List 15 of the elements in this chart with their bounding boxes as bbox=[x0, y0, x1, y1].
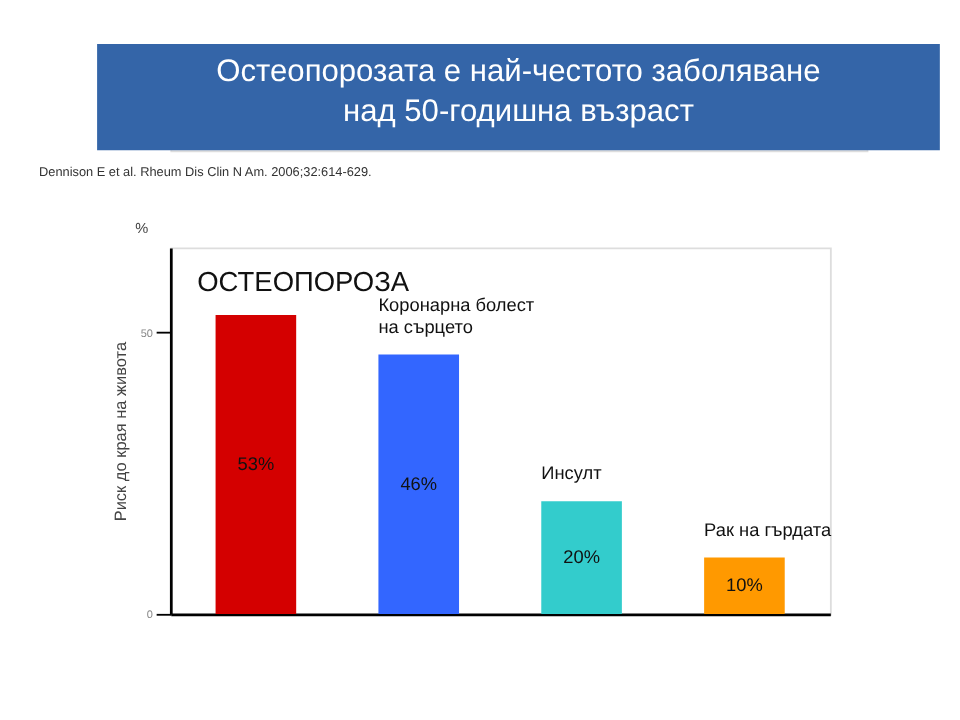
text: % bbox=[135, 218, 150, 237]
bar bbox=[704, 557, 785, 614]
x-tick-label: Рак на гърдата bbox=[704, 519, 833, 540]
bar bbox=[541, 501, 622, 614]
data-label: 20% bbox=[563, 547, 600, 568]
y-axis-title: Риск до края на живота bbox=[112, 341, 131, 522]
x-tick-label: Инсулт bbox=[541, 463, 604, 484]
bar bbox=[378, 354, 460, 614]
chart-title: Остеопорозата е най-честото заболяване над 50-годишна възраст bbox=[216, 54, 821, 130]
x-tick-label: Коронарна болест на сърцето bbox=[378, 294, 536, 337]
x-tick-label: ОСТЕОПОРОЗА bbox=[197, 267, 411, 298]
data-label: 46% bbox=[400, 473, 438, 494]
bar bbox=[215, 315, 297, 614]
data-label: 10% bbox=[726, 575, 763, 596]
data-label: 53% bbox=[237, 454, 275, 474]
